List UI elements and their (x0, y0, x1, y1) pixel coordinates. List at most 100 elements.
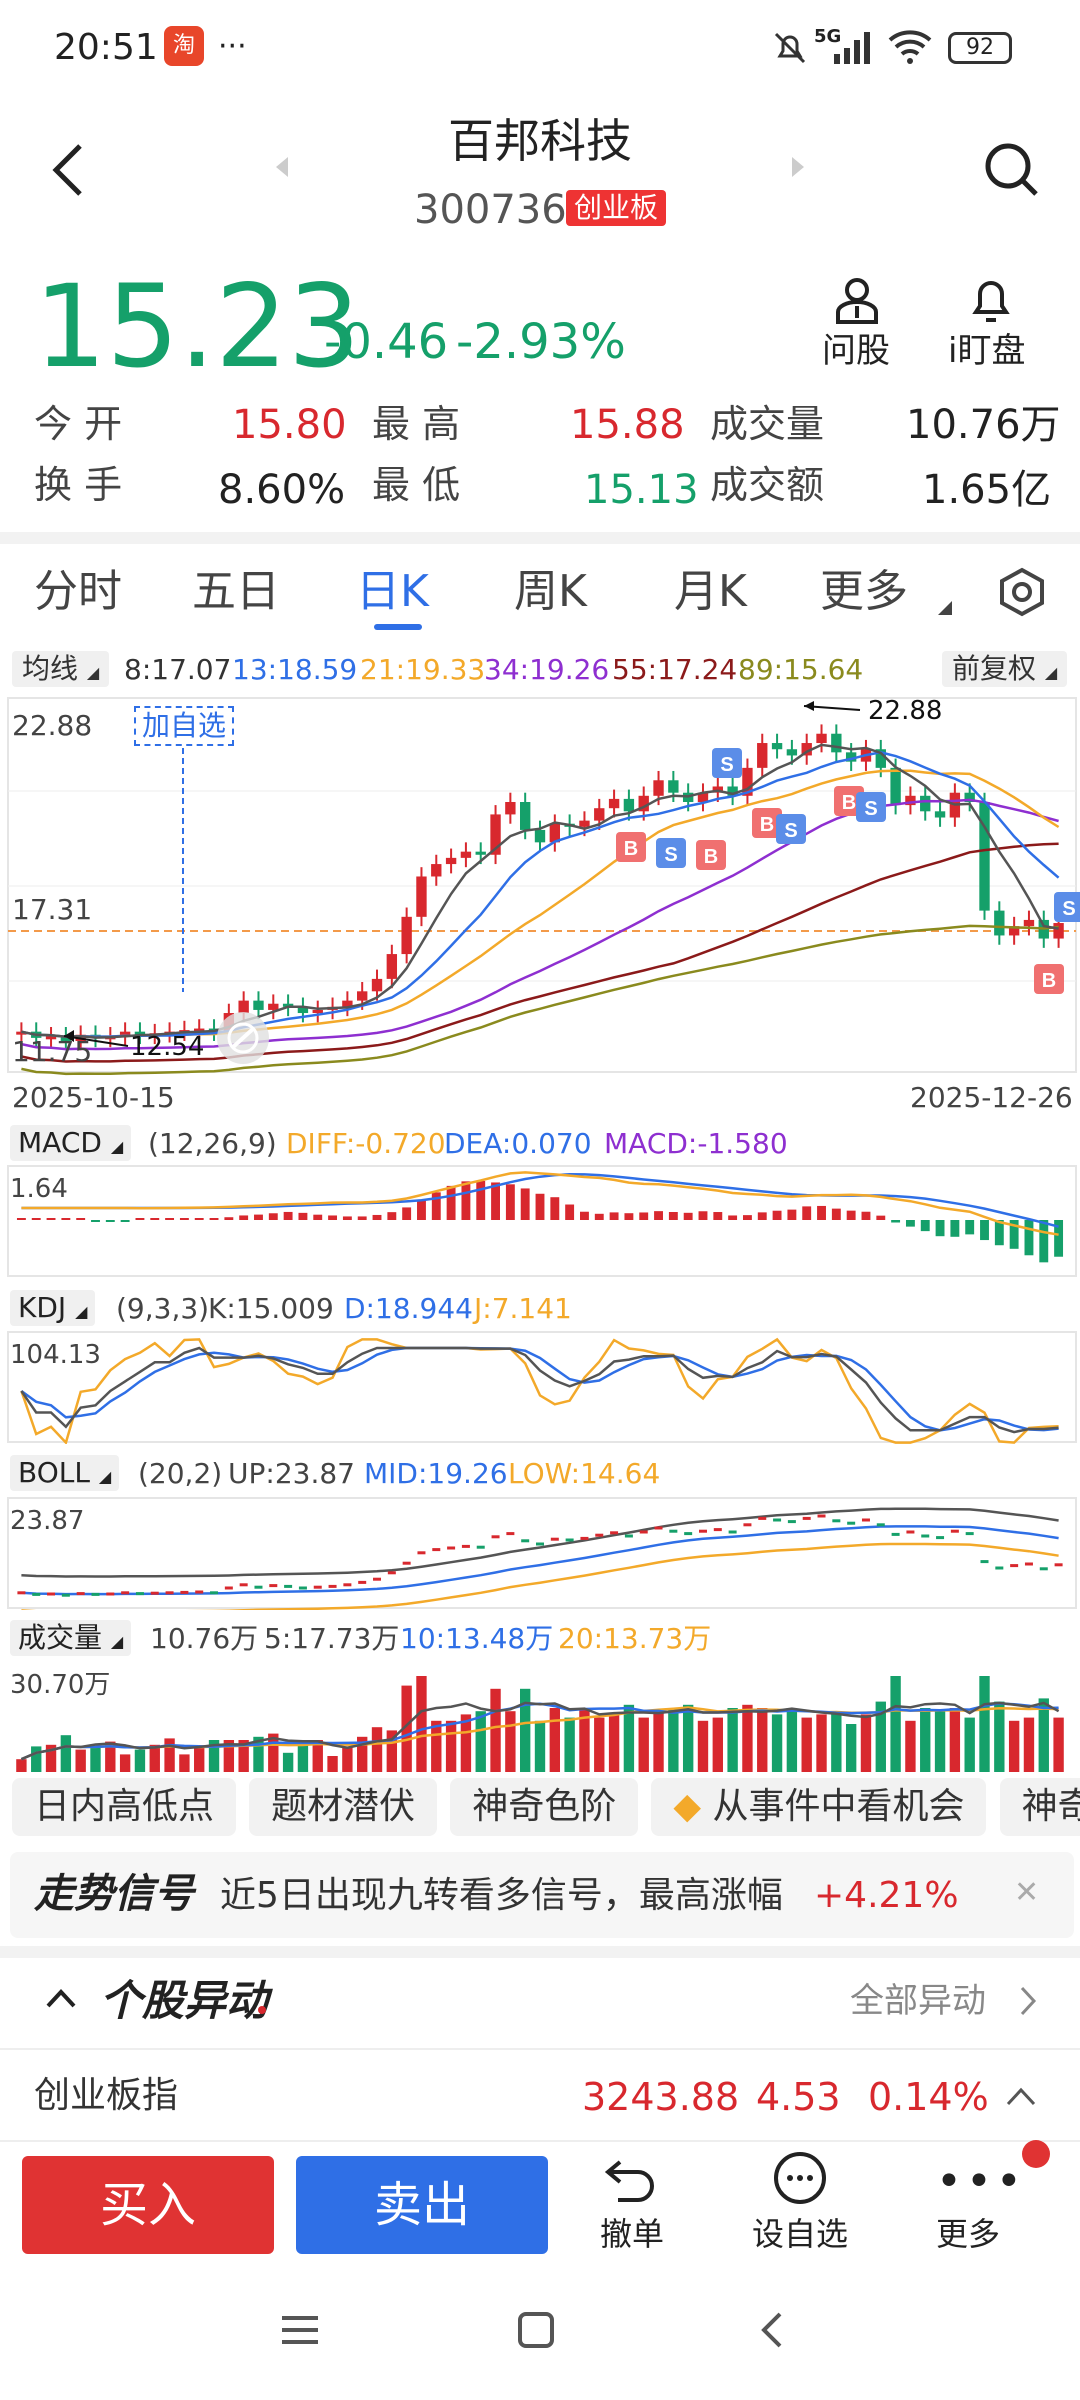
undo-icon[interactable] (604, 2154, 660, 2204)
more-label[interactable]: 更多 (936, 2215, 1001, 2253)
cancel-order-label[interactable]: 撤单 (600, 2215, 665, 2253)
macd-bar (150, 1218, 160, 1220)
tab-more[interactable]: 更多 (820, 566, 908, 617)
volume-bar (934, 1711, 946, 1772)
kdj-chart (7, 1331, 1077, 1444)
candle-body (994, 910, 1005, 936)
tab-intraday[interactable]: 分时 (34, 566, 122, 617)
volume-bar (416, 1676, 427, 1772)
mute-bell-icon (770, 28, 810, 68)
ma-selector[interactable]: 均线 ◢ (12, 651, 110, 687)
volume-bar (594, 1717, 605, 1772)
back-nav-icon[interactable] (756, 2310, 786, 2350)
tab-five-day[interactable]: 五日 (192, 566, 280, 617)
volume-bar (297, 1743, 309, 1772)
collapse-chevron-icon[interactable] (44, 1986, 78, 2010)
open-label: 今 开 (34, 402, 123, 446)
back-button[interactable] (44, 140, 94, 200)
home-nav-icon[interactable] (516, 2310, 556, 2350)
signal-badge-letter: S (784, 820, 797, 842)
candle-body (445, 857, 457, 865)
network-type: 5G (814, 26, 842, 47)
macd-selector[interactable]: MACD ◢ (10, 1125, 132, 1161)
signal-badge-letter: B (760, 814, 774, 836)
ask-stock-label[interactable]: 问股 (822, 331, 890, 371)
prev-stock-arrow[interactable] (272, 155, 292, 179)
signal-badge (616, 832, 646, 862)
ask-stock-icon[interactable] (832, 276, 882, 326)
volume-bar (816, 1714, 827, 1772)
turnover-label: 换 手 (34, 463, 123, 507)
candle-body (771, 743, 783, 750)
kdj-selector[interactable]: KDJ ◢ (10, 1290, 96, 1326)
notification-dot (1022, 2140, 1050, 2168)
volume-selector[interactable]: 成交量 ◢ (10, 1620, 132, 1656)
buy-button[interactable]: 买入 (22, 2156, 274, 2254)
tab-daily-k[interactable]: 日K (356, 566, 429, 617)
candle-body (623, 798, 635, 812)
candle-body (757, 743, 768, 768)
macd-bar (31, 1218, 41, 1220)
more-icon[interactable]: ••• (936, 2156, 1026, 2207)
chip-magic[interactable]: 神奇 (999, 1778, 1080, 1836)
macd-bar (387, 1212, 397, 1220)
watchlist-icon[interactable] (772, 2150, 828, 2206)
kline-min-label: 12.54 (130, 1032, 205, 1062)
stock-name: 百邦科技 (448, 114, 632, 168)
chip-event-opportunity[interactable]: ◆ 从事件中看机会 (651, 1778, 987, 1836)
next-stock-arrow[interactable] (788, 155, 808, 179)
add-watch-marker[interactable]: 加自选 (134, 706, 235, 746)
ma-selector-label: 均线 (22, 652, 79, 685)
all-anomaly-link[interactable]: 全部异动 (850, 1981, 986, 2021)
candle-body (490, 814, 501, 855)
volume-value: 10.76万 (150, 1622, 259, 1655)
set-watch-label[interactable]: 设自选 (752, 2215, 849, 2253)
menu-nav-icon[interactable] (280, 2310, 320, 2350)
chip-theme-ambush[interactable]: 题材潜伏 (249, 1778, 438, 1836)
candle-body (638, 795, 649, 812)
candle-body (579, 820, 590, 827)
macd-bar (817, 1205, 826, 1220)
volume-ma20: 20:13.73万 (558, 1622, 712, 1655)
watch-bell-icon[interactable] (966, 276, 1016, 326)
candle-body (297, 1006, 309, 1014)
candle-body (312, 1009, 323, 1014)
signal-close-icon[interactable]: ✕ (1014, 1875, 1040, 1910)
chip-intraday-highlow[interactable]: 日内高低点 (12, 1778, 237, 1836)
sell-button[interactable]: 卖出 (296, 2156, 548, 2254)
candle-body (608, 798, 620, 809)
kdj-j: J:7.141 (474, 1292, 572, 1325)
search-icon[interactable] (982, 140, 1042, 200)
macd-bar (357, 1216, 367, 1220)
section-divider (0, 532, 1080, 544)
candle-body (668, 780, 679, 793)
volume-bar (623, 1704, 635, 1772)
chevron-right-icon[interactable] (1018, 1984, 1038, 2018)
candle-body (979, 802, 990, 911)
kline-max-label: 22.88 (868, 696, 943, 726)
signal-banner[interactable] (10, 1852, 1074, 1938)
watch-label[interactable]: i盯盘 (948, 331, 1026, 371)
section-divider (0, 1946, 1080, 1958)
macd-bar (831, 1208, 841, 1220)
candle-body (16, 1031, 27, 1035)
volume-bar (697, 1720, 709, 1772)
candle-body (505, 802, 516, 815)
macd-bar (994, 1220, 1004, 1246)
volume-bar (920, 1708, 931, 1772)
chip-color-scale[interactable]: 神奇色阶 (450, 1778, 639, 1836)
chart-settings-icon[interactable] (996, 566, 1048, 618)
macd-bar (402, 1207, 412, 1220)
volume-ma10: 10:13.48万 (400, 1622, 554, 1655)
tab-monthly-k[interactable]: 月K (674, 566, 747, 617)
candle-body (742, 767, 753, 796)
candle-body (920, 795, 931, 812)
kline-chart[interactable]: SB S BB SB SSB (0, 696, 1080, 1076)
adjust-selector[interactable]: 前复权 ◢ (942, 651, 1068, 687)
tab-weekly-k[interactable]: 周K (514, 566, 587, 617)
macd-bar (431, 1192, 441, 1220)
signal-title: 走势信号 (34, 1871, 194, 1917)
candle-body (475, 851, 486, 855)
expand-chevron-icon[interactable] (1004, 2084, 1038, 2108)
boll-selector[interactable]: BOLL ◢ (10, 1455, 120, 1491)
